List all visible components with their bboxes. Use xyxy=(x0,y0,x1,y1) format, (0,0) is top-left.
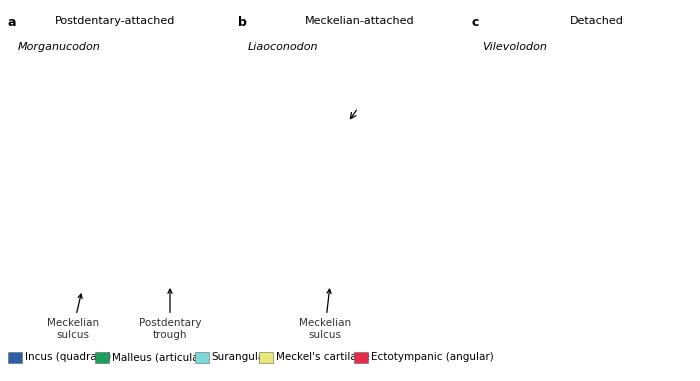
Text: Postdentary
trough: Postdentary trough xyxy=(139,289,202,339)
Text: a: a xyxy=(8,16,17,29)
Text: Meckelian
sulcus: Meckelian sulcus xyxy=(47,294,99,339)
Text: Surangular: Surangular xyxy=(211,352,269,362)
Bar xyxy=(354,352,368,363)
Text: Detached: Detached xyxy=(570,16,624,26)
Text: Vilevolodon: Vilevolodon xyxy=(482,42,547,52)
Text: Malleus (articular): Malleus (articular) xyxy=(113,352,207,362)
Bar xyxy=(195,352,209,363)
Text: Ectotympanic (angular): Ectotympanic (angular) xyxy=(371,352,493,362)
Text: b: b xyxy=(238,16,247,29)
Text: c: c xyxy=(472,16,480,29)
Bar xyxy=(8,352,22,363)
Text: Postdentary-attached: Postdentary-attached xyxy=(55,16,176,26)
Text: Meckelian
sulcus: Meckelian sulcus xyxy=(299,289,351,339)
Bar xyxy=(258,352,272,363)
Bar xyxy=(95,352,109,363)
Text: Meckelian-attached: Meckelian-attached xyxy=(305,16,414,26)
Text: Incus (quadrate): Incus (quadrate) xyxy=(25,352,111,362)
Text: Liaoconodon: Liaoconodon xyxy=(248,42,318,52)
Text: Meckel's cartilage: Meckel's cartilage xyxy=(276,352,370,362)
Text: Morganucodon: Morganucodon xyxy=(18,42,101,52)
